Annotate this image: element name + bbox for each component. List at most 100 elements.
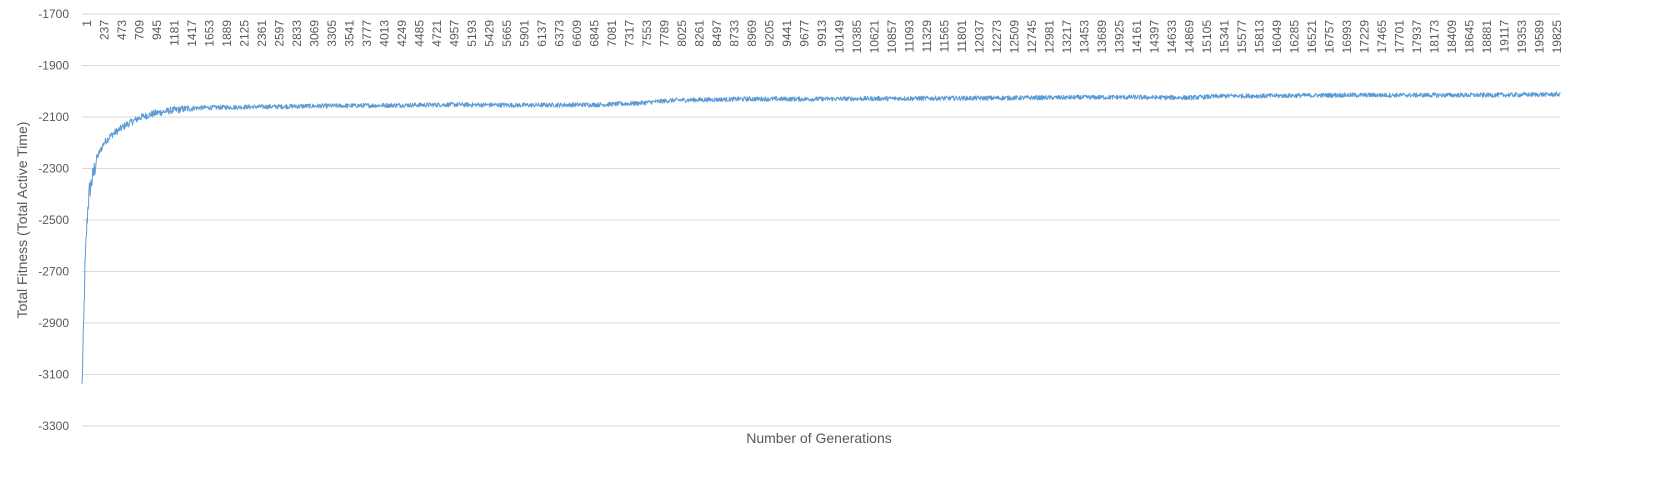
x-tick-label: 15813: [1253, 20, 1267, 54]
x-tick-label: 945: [150, 20, 164, 40]
x-tick-label: 14633: [1165, 20, 1179, 54]
x-tick-label: 7789: [658, 20, 672, 47]
x-tick-label: 5193: [465, 20, 479, 47]
x-tick-label: 18173: [1428, 20, 1442, 54]
x-tick-label: 7317: [623, 20, 637, 47]
x-tick-label: 16757: [1323, 20, 1337, 54]
x-tick-label: 7081: [605, 20, 619, 47]
x-tick-label: 17701: [1393, 20, 1407, 54]
x-tick-label: 13689: [1095, 20, 1109, 54]
x-tick-label: 14397: [1148, 20, 1162, 54]
x-tick-label: 12509: [1008, 20, 1022, 54]
x-tick-label: 17937: [1410, 20, 1424, 54]
x-tick-label: 12981: [1043, 20, 1057, 54]
x-tick-label: 6137: [535, 20, 549, 47]
x-tick-label: 3305: [325, 20, 339, 47]
x-tick-label: 15341: [1218, 20, 1232, 54]
x-tick-label: 13453: [1078, 20, 1092, 54]
x-tick-label: 1417: [185, 20, 199, 47]
x-tick-label: 10385: [850, 20, 864, 54]
y-tick-label: -1900: [38, 59, 69, 73]
x-tick-label: 3541: [343, 20, 357, 47]
x-tick-label: 16049: [1270, 20, 1284, 54]
x-tick-label: 1889: [220, 20, 234, 47]
x-tick-label: 4957: [448, 20, 462, 47]
x-tick-label: 1: [80, 20, 94, 27]
gridlines: [82, 13, 1560, 427]
x-tick-label: 9913: [815, 20, 829, 47]
x-axis-ticks: 1 237 473 709 945 1181 1417 1653 1889 2125 2361 259…: [80, 20, 1564, 54]
x-tick-label: 15105: [1200, 20, 1214, 54]
x-tick-label: 8969: [745, 20, 759, 47]
y-axis-ticks: -1700 -1900 -2100 -2300 -2500 -2700 -2900 -3100…: [38, 7, 69, 433]
x-tick-label: 237: [98, 20, 112, 40]
x-tick-label: 17465: [1375, 20, 1389, 54]
y-tick-label: -2300: [38, 162, 69, 176]
x-tick-label: 19589: [1533, 20, 1547, 54]
x-tick-label: 11329: [920, 20, 934, 53]
x-tick-label: 2125: [238, 20, 252, 47]
y-axis-title: Total Fitness (Total Active Time): [14, 122, 30, 319]
x-tick-label: 10149: [833, 20, 847, 54]
y-tick-label: -1700: [38, 7, 69, 21]
x-tick-label: 1653: [203, 20, 217, 47]
x-tick-label: 473: [115, 20, 129, 40]
x-tick-label: 6845: [588, 20, 602, 47]
x-tick-label: 8025: [675, 20, 689, 47]
x-tick-label: 19825: [1550, 20, 1564, 54]
series-line: [81, 91, 1561, 385]
x-tick-label: 3069: [308, 20, 322, 47]
x-tick-label: 709: [133, 20, 147, 40]
x-tick-label: 16521: [1305, 20, 1319, 54]
x-tick-label: 9677: [798, 20, 812, 47]
x-tick-label: 14161: [1130, 20, 1144, 54]
series-layer: [81, 91, 1561, 385]
x-tick-label: 1181: [168, 20, 182, 46]
x-tick-label: 12273: [990, 20, 1004, 54]
x-tick-label: 13925: [1113, 20, 1127, 54]
x-tick-label: 18409: [1445, 20, 1459, 54]
y-tick-label: -2500: [38, 213, 69, 227]
y-tick-label: -2900: [38, 316, 69, 330]
x-tick-label: 11565: [938, 20, 952, 53]
x-axis-title: Number of Generations: [746, 430, 892, 446]
x-tick-label: 15577: [1235, 20, 1249, 54]
x-tick-label: 9441: [780, 20, 794, 47]
x-tick-label: 10857: [885, 20, 899, 54]
x-tick-label: 19117: [1498, 20, 1512, 53]
x-tick-label: 19353: [1515, 20, 1529, 54]
x-tick-label: 5429: [483, 20, 497, 47]
x-tick-label: 16285: [1288, 20, 1302, 54]
y-tick-label: -3300: [38, 419, 69, 433]
x-tick-label: 12745: [1025, 20, 1039, 54]
x-tick-label: 6373: [553, 20, 567, 47]
x-tick-label: 7553: [640, 20, 654, 47]
x-tick-label: 4721: [430, 20, 444, 47]
x-tick-label: 4013: [378, 20, 392, 47]
x-tick-label: 4249: [395, 20, 409, 47]
x-tick-label: 11093: [903, 20, 917, 53]
x-tick-label: 11801: [955, 20, 969, 53]
x-tick-label: 13217: [1060, 20, 1074, 54]
x-tick-label: 2597: [273, 20, 287, 47]
x-tick-label: 10621: [868, 20, 882, 54]
x-tick-label: 9205: [763, 20, 777, 47]
x-tick-label: 5665: [500, 20, 514, 47]
x-tick-label: 4485: [413, 20, 427, 47]
x-tick-label: 8497: [710, 20, 724, 47]
x-tick-label: 2361: [255, 20, 269, 47]
x-tick-label: 18645: [1463, 20, 1477, 54]
y-tick-label: -3100: [38, 368, 69, 382]
x-tick-label: 17229: [1358, 20, 1372, 54]
x-tick-label: 8261: [693, 20, 707, 47]
x-tick-label: 8733: [728, 20, 742, 47]
x-tick-label: 16993: [1340, 20, 1354, 54]
y-tick-label: -2100: [38, 110, 69, 124]
x-tick-label: 14869: [1183, 20, 1197, 54]
x-tick-label: 2833: [290, 20, 304, 47]
x-tick-label: 3777: [360, 20, 374, 47]
y-tick-label: -2700: [38, 265, 69, 279]
x-tick-label: 6609: [570, 20, 584, 47]
